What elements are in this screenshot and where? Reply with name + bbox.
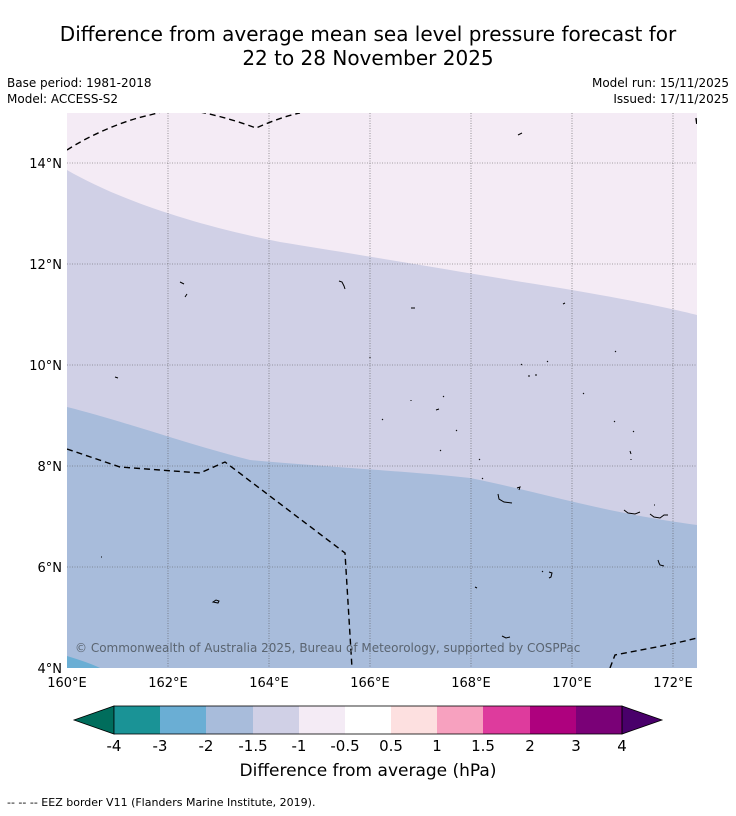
lon-label: 166°E [350, 676, 390, 691]
title-line-2: 22 to 28 November 2025 [242, 46, 494, 70]
colorbar-labels: -4 -3 -2 -1.5 -1 -0.5 0.5 1 1.5 2 3 4 [107, 737, 627, 755]
colorbar-label: -3 [153, 737, 168, 755]
model-run: Model run: 15/11/2025 [591, 76, 729, 90]
colorbar-under-arrow [72, 705, 115, 735]
lat-label: 4°N [38, 662, 63, 677]
meta-right: Model run: 15/11/2025 Issued: 17/11/2025 [592, 75, 729, 107]
title-line-1: Difference from average mean sea level p… [59, 22, 677, 46]
model-name: Model: ACCESS-S2 [7, 92, 119, 106]
colorbar-bin [391, 706, 437, 734]
lat-label: 8°N [38, 460, 63, 475]
colorbar-label: 2 [525, 737, 535, 755]
lon-label: 168°E [451, 676, 491, 691]
colorbar-bin [483, 706, 530, 734]
map-panel [67, 113, 697, 668]
eez-border-north [67, 113, 161, 151]
gridlines [67, 113, 697, 668]
islands [101, 132, 668, 639]
meta-left: Base period: 1981-2018 Model: ACCESS-S2 [7, 75, 152, 107]
chart-title: Difference from average mean sea level p… [0, 22, 736, 70]
colorbar-over-arrow [621, 705, 664, 735]
eez-border-south-east [609, 637, 697, 668]
colorbar-bin [345, 706, 391, 734]
lat-label: 12°N [29, 258, 62, 273]
colorbar-label: 1 [432, 737, 442, 755]
issued-date: Issued: 17/11/2025 [613, 92, 729, 106]
colorbar-label: -4 [107, 737, 122, 755]
colorbar-label: 0.5 [379, 737, 403, 755]
colorbar-title: Difference from average (hPa) [239, 761, 497, 781]
eez-border-north-2 [201, 113, 301, 129]
lon-label: 164°E [249, 676, 289, 691]
eez-border-ne-tick [695, 117, 697, 127]
lon-label: 172°E [653, 676, 693, 691]
colorbar-label: -0.5 [330, 737, 359, 755]
colorbar-label: -1.5 [238, 737, 267, 755]
zone-light-blue [67, 407, 697, 668]
lat-axis: 14°N 12°N 10°N 8°N 6°N 4°N [29, 157, 62, 677]
colorbar-bin [206, 706, 253, 734]
colorbar-frame [113, 705, 623, 735]
colorbar-label: -2 [199, 737, 214, 755]
colorbar-bin [160, 706, 206, 734]
colorbar-bin [114, 706, 160, 734]
colorbar-label: 4 [617, 737, 627, 755]
colorbar-bin [530, 706, 576, 734]
colorbar-label: 3 [571, 737, 581, 755]
colorbar-bin [299, 706, 345, 734]
colorbar-label: -1 [292, 737, 307, 755]
colorbar-bin [437, 706, 483, 734]
lon-label: 170°E [552, 676, 592, 691]
zone-mid-blue [67, 656, 100, 668]
eez-borders [67, 113, 697, 668]
eez-border-south-west [67, 448, 353, 668]
colorbar-label: 1.5 [471, 737, 495, 755]
lat-label: 6°N [38, 561, 63, 576]
colorbar: -4 -3 -2 -1.5 -1 -0.5 0.5 1 1.5 2 3 4 [72, 705, 664, 755]
colorbar-bin [253, 706, 299, 734]
lat-label: 14°N [29, 157, 62, 172]
lon-axis: 160°E 162°E 164°E 166°E 168°E 170°E 172°… [47, 676, 693, 691]
colorbar-bin [576, 706, 622, 734]
copyright-notice: © Commonwealth of Australia 2025, Bureau… [75, 641, 581, 655]
lon-label: 162°E [148, 676, 188, 691]
lat-label: 10°N [29, 359, 62, 374]
base-period: Base period: 1981-2018 [7, 76, 152, 90]
lon-label: 160°E [47, 676, 87, 691]
eez-legend: -- -- -- EEZ border V11 (Flanders Marine… [7, 796, 316, 809]
